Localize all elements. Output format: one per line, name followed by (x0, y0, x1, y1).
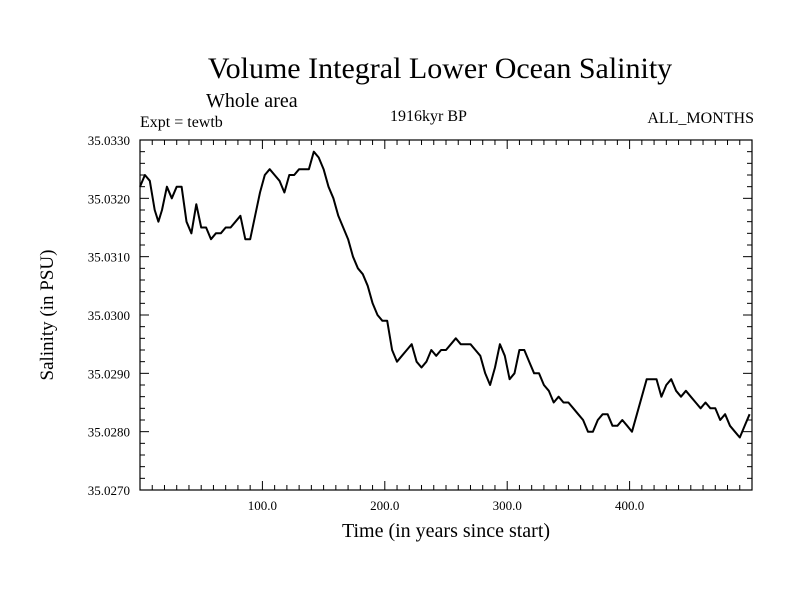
axis-tick-labels: 100.0 200.0 300.0 400.0 35.0270 35.0280 35.029… (88, 133, 644, 513)
y-tick-label: 35.0300 (88, 308, 130, 323)
period-label: 1916kyr BP (390, 108, 467, 125)
y-tick-label: 35.0280 (88, 425, 130, 440)
chart-title: Volume Integral Lower Ocean Salinity (207, 52, 673, 85)
x-tick-label: 300.0 (493, 498, 522, 513)
salinity-line (139, 150, 751, 439)
y-tick-label: 35.0290 (88, 366, 130, 381)
chart-subtitle: Whole area (206, 90, 298, 112)
x-axis-label: Time (in years since start) (341, 520, 551, 542)
experiment-label: Expt = tewtb (140, 114, 223, 131)
y-tick-label: 35.0270 (88, 483, 130, 498)
months-label: ALL_MONTHS (647, 110, 754, 127)
x-tick-label: 400.0 (615, 498, 644, 513)
y-tick-label: 35.0320 (88, 191, 130, 206)
plot-frame (139, 139, 753, 491)
y-tick-label: 35.0330 (88, 133, 130, 148)
x-tick-label: 200.0 (370, 498, 399, 513)
x-tick-label: 100.0 (248, 498, 277, 513)
y-tick-label: 35.0310 (88, 250, 130, 265)
axis-ticks (140, 140, 752, 490)
